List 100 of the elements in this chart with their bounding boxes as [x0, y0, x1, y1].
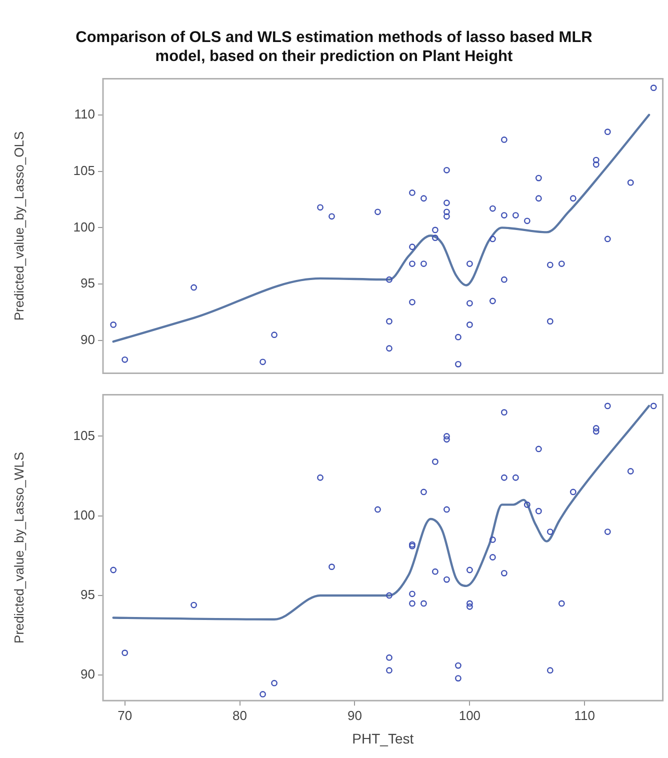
point [190, 602, 198, 608]
point [535, 446, 542, 452]
point [650, 402, 657, 410]
point [524, 218, 530, 224]
point [466, 300, 473, 306]
point [500, 409, 508, 416]
point [627, 179, 634, 186]
point [500, 136, 508, 143]
point [317, 474, 324, 481]
point [604, 402, 611, 410]
point [592, 156, 600, 164]
point [374, 506, 381, 513]
y-tick-label: 90 [80, 666, 95, 682]
x-tick-label: 70 [118, 708, 132, 723]
line-series [112, 114, 650, 343]
point [271, 680, 278, 686]
point [122, 356, 128, 363]
point [409, 244, 416, 250]
point [558, 260, 565, 267]
x-tick-label: 90 [348, 708, 362, 723]
point [535, 508, 542, 514]
point [489, 236, 496, 242]
point [512, 212, 519, 218]
point [271, 332, 278, 338]
point [443, 200, 450, 206]
point [535, 195, 542, 202]
point [592, 425, 600, 432]
point [409, 298, 416, 306]
y-tick-label: 100 [73, 219, 95, 234]
point [122, 650, 128, 656]
point [260, 358, 266, 366]
chart-title: Comparison of OLS and WLS estimation methods of lasso based MLR model, based on their prediction on Plant Height [74, 28, 594, 67]
point [432, 458, 438, 465]
point [443, 436, 450, 443]
point [432, 234, 438, 242]
point [650, 84, 657, 92]
point [535, 174, 542, 182]
x-tick-label: 100 [458, 708, 481, 723]
point [110, 566, 117, 574]
point [500, 474, 508, 481]
point [454, 334, 462, 340]
point [454, 662, 462, 669]
point [604, 236, 611, 242]
y-tick-label: 95 [80, 276, 95, 291]
point [190, 284, 198, 291]
y-tick-label: 105 [73, 162, 95, 178]
point [443, 213, 450, 220]
y-axis-title: Predicted_value_by_Lasso_WLS [11, 452, 26, 644]
point [386, 276, 392, 283]
point [443, 433, 450, 440]
y-tick-label: 105 [73, 428, 95, 443]
point [466, 600, 473, 607]
y-tick-label: 90 [80, 332, 95, 348]
point [328, 213, 335, 220]
point [592, 161, 600, 168]
point [386, 318, 392, 325]
point [420, 600, 427, 607]
y-tick-label: 110 [74, 106, 95, 122]
point [409, 600, 416, 607]
point [570, 488, 576, 496]
point [489, 536, 496, 543]
point [466, 260, 473, 267]
y-axis-title: Predicted_value_by_Lasso_OLS [11, 131, 26, 321]
point [546, 528, 554, 535]
point [604, 128, 611, 136]
point [409, 190, 416, 196]
point [260, 691, 266, 698]
point [512, 474, 519, 481]
point [524, 501, 530, 508]
point [443, 506, 450, 513]
point [420, 260, 427, 267]
point [592, 428, 600, 435]
point [110, 321, 117, 328]
point [443, 166, 450, 174]
y-tick-label: 100 [73, 507, 95, 522]
point [570, 195, 576, 202]
point [328, 564, 335, 570]
point [546, 667, 554, 674]
point [317, 204, 324, 211]
point [443, 208, 450, 216]
point [409, 260, 416, 267]
x-tick-label: 110 [574, 708, 595, 723]
point [454, 675, 462, 682]
point [627, 468, 634, 474]
point [489, 298, 496, 304]
point [466, 603, 473, 610]
point [466, 321, 473, 328]
x-axis-title: PHT_Test [352, 730, 414, 746]
point [374, 208, 381, 216]
point [386, 345, 392, 352]
point [546, 318, 554, 325]
point [432, 226, 438, 234]
point [420, 195, 427, 202]
point [604, 528, 611, 535]
x-tick-label: 80 [232, 708, 248, 723]
y-tick-label: 95 [80, 587, 95, 602]
point [558, 600, 565, 607]
point [500, 276, 508, 283]
point [386, 654, 392, 661]
point [454, 360, 462, 368]
